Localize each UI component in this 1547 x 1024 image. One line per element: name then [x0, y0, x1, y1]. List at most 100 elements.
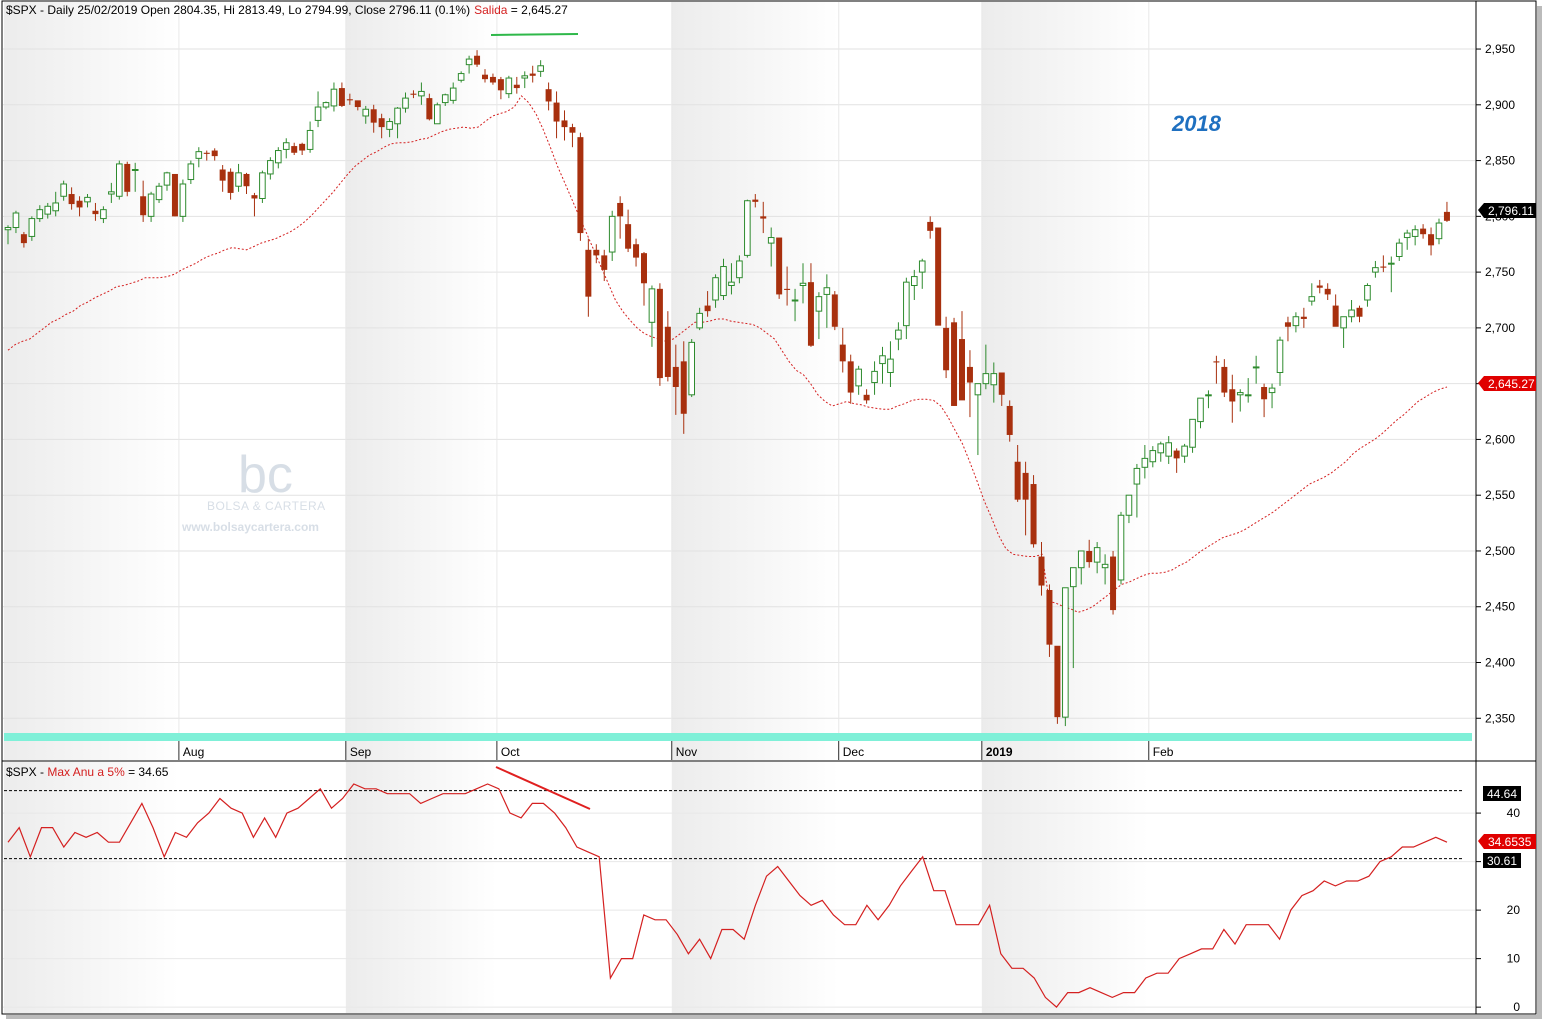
price-tick-label: 2,400: [1485, 656, 1515, 670]
candle: [1205, 390, 1212, 409]
candle: [855, 365, 862, 395]
candle: [68, 187, 75, 210]
candle: [895, 322, 902, 351]
candle: [1388, 256, 1395, 293]
candle: [140, 180, 147, 222]
candle: [434, 102, 441, 125]
gridlines-lower: [3, 812, 1475, 1008]
candle: [561, 110, 568, 141]
candle: [1380, 255, 1387, 273]
candle: [728, 263, 735, 295]
frame-shadow-right: [1537, 6, 1542, 1018]
price-tick-label: 2,550: [1485, 488, 1515, 502]
frame-shadow-bottom: [6, 1015, 1542, 1019]
price-tick-label: 2,850: [1485, 154, 1515, 168]
month-shade: [671, 762, 839, 1013]
candle: [1197, 397, 1204, 429]
candle: [799, 263, 807, 304]
candle: [1110, 550, 1117, 615]
candle: [1133, 463, 1141, 518]
candle: [577, 132, 584, 241]
candle: [346, 93, 353, 105]
candle: [1300, 307, 1307, 328]
candle: [474, 50, 481, 67]
candle: [1030, 475, 1037, 548]
candle: [704, 291, 711, 317]
candle: [322, 101, 330, 110]
candle: [147, 191, 155, 222]
candle: [1268, 383, 1276, 409]
candle: [441, 93, 449, 106]
candle: [1014, 445, 1021, 502]
candle: [187, 160, 195, 184]
candle: [211, 148, 218, 161]
candle: [306, 121, 314, 153]
candle: [227, 168, 234, 200]
candle: [1420, 224, 1427, 239]
reference-lines: [4, 790, 1462, 860]
candle: [299, 142, 306, 155]
candle: [275, 147, 282, 169]
candle: [44, 202, 52, 219]
candle: [776, 237, 783, 299]
month-label: Dec: [843, 745, 864, 759]
candle: [1006, 400, 1013, 442]
candle: [966, 350, 973, 418]
month-shade: [671, 2, 839, 760]
candle: [951, 317, 958, 406]
candle: [641, 252, 647, 306]
candle: [656, 283, 663, 386]
volume-band: [4, 733, 1472, 741]
candle: [1054, 645, 1061, 724]
candle: [784, 266, 791, 306]
month-label: Oct: [501, 745, 520, 759]
indicator-tick-label: 20: [1507, 903, 1521, 917]
price-tick-label: 2,950: [1485, 42, 1515, 56]
month-shade: [345, 2, 497, 760]
salida-badge: 2,645.27: [1478, 376, 1536, 391]
candles: [4, 50, 1450, 727]
candle: [482, 69, 488, 83]
candle: [601, 249, 608, 282]
candle: [608, 210, 616, 261]
candle: [1149, 446, 1157, 468]
candle: [1229, 374, 1236, 423]
candle: [330, 82, 338, 112]
candle: [839, 327, 846, 373]
candle: [489, 73, 496, 85]
candle: [935, 227, 942, 326]
candle: [1316, 279, 1323, 294]
candle: [1411, 225, 1419, 246]
candle: [672, 344, 679, 415]
candle: [1221, 359, 1228, 398]
watermark: bc BOLSA & CARTERA www.bolsaycartera.com: [181, 446, 325, 534]
candle: [251, 192, 258, 217]
candle: [1077, 550, 1085, 585]
candle: [449, 82, 457, 104]
candle: [879, 346, 886, 384]
candle: [1189, 418, 1196, 453]
month-shade: [345, 762, 497, 1013]
candle: [553, 91, 560, 139]
downtrend-mark: [495, 766, 591, 810]
candle: [1308, 283, 1316, 306]
upper-ref-badge: 44.64: [1483, 786, 1521, 801]
candle: [1173, 448, 1180, 473]
candle: [259, 170, 266, 203]
month-shade: [981, 762, 1149, 1013]
candle: [1236, 389, 1244, 412]
candle: [863, 389, 870, 404]
watermark-logo: bc: [238, 446, 293, 504]
candle: [1046, 584, 1053, 657]
candle: [4, 225, 12, 245]
candle: [1093, 542, 1101, 574]
candle: [1252, 355, 1260, 384]
candle: [990, 362, 998, 403]
candle: [116, 160, 123, 200]
candle: [267, 157, 274, 180]
candle: [823, 274, 831, 328]
candle: [219, 165, 226, 192]
candle: [1038, 542, 1045, 596]
candle: [871, 361, 878, 395]
month-shade: [4, 762, 179, 1013]
